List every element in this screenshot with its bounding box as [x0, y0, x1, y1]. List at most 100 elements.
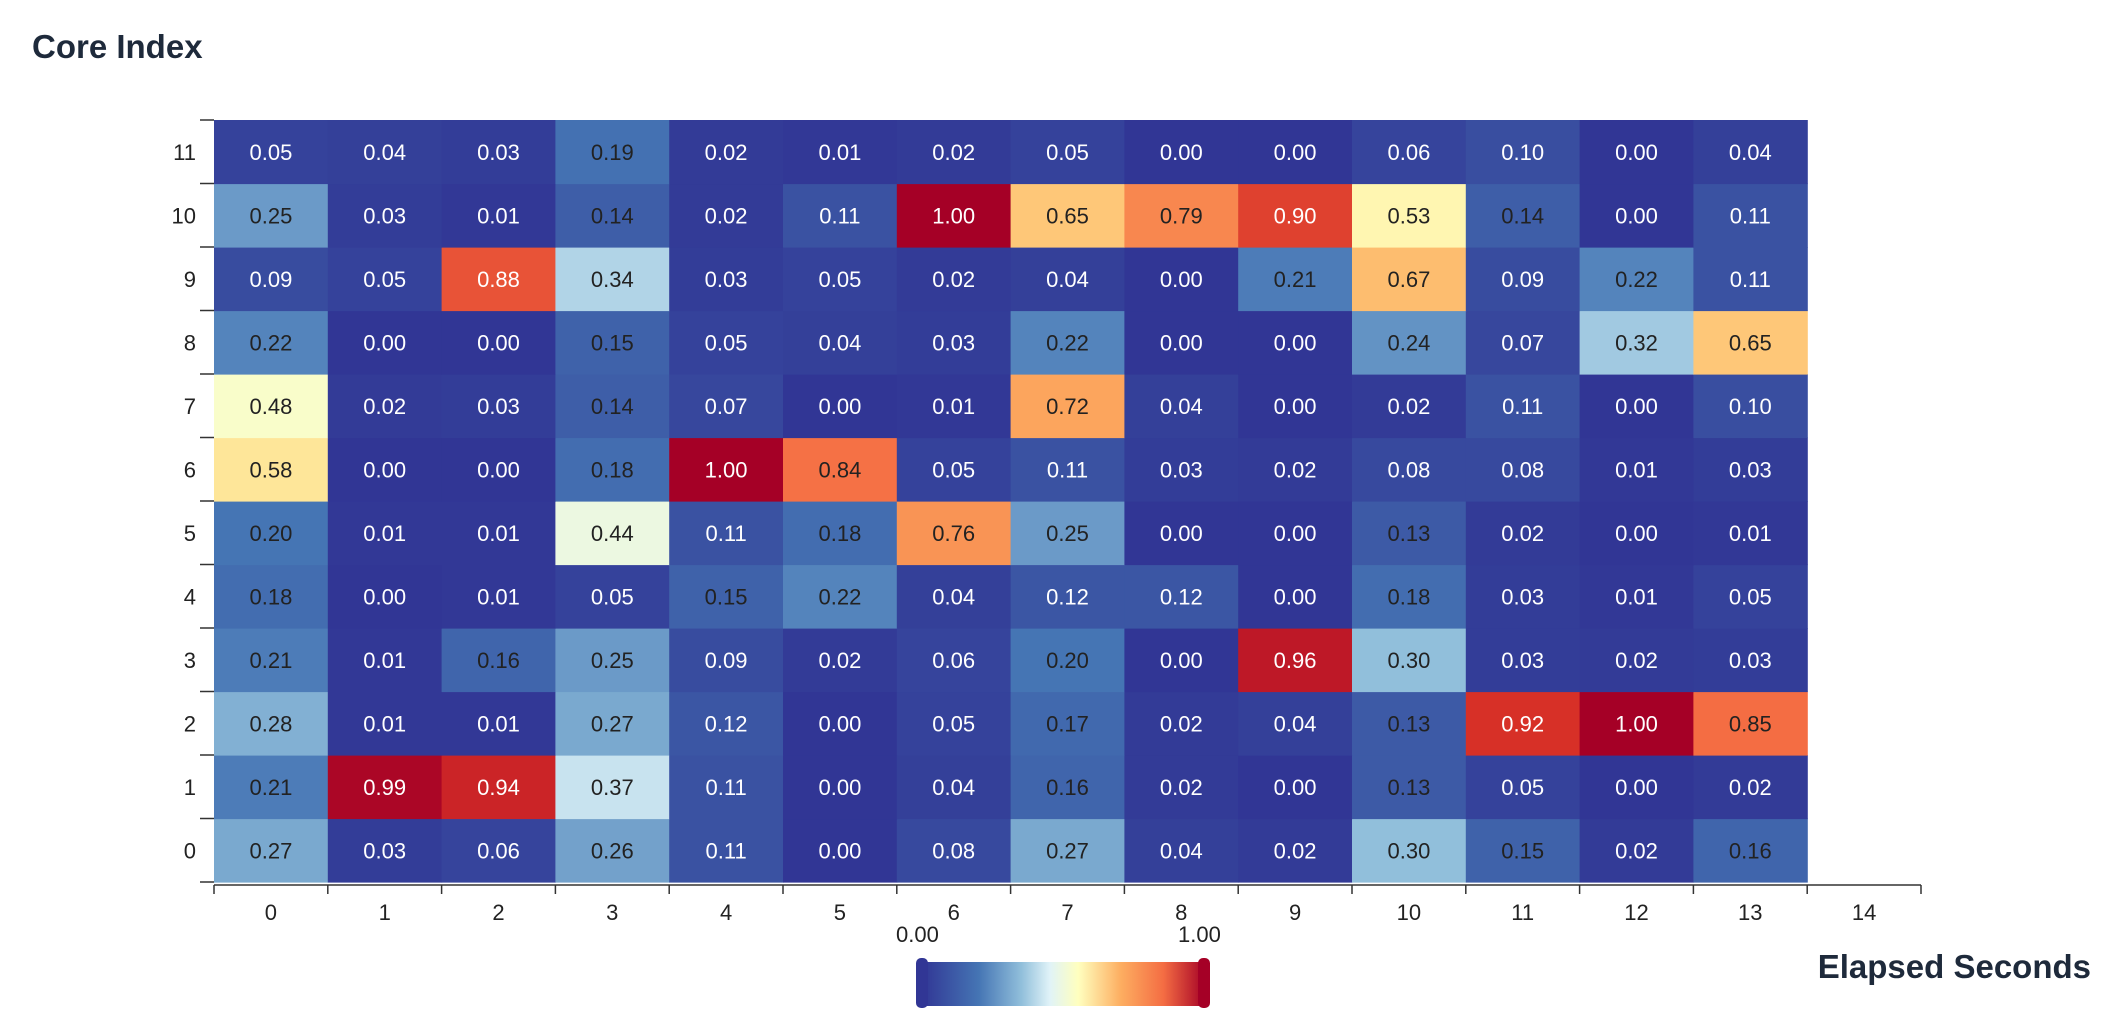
heatmap-cell: [327, 120, 443, 185]
cell-value-label: 0.20: [249, 521, 292, 546]
heatmap-cell: [441, 501, 556, 566]
heatmap-cell: [896, 755, 1012, 820]
heatmap-cell: [896, 437, 1012, 502]
cell-value-label: 0.01: [363, 711, 406, 736]
heatmap-cell: [327, 818, 443, 883]
cell-value-label: 0.07: [705, 394, 748, 419]
cell-value-label: 0.18: [249, 584, 292, 609]
cell-value-label: 0.10: [1501, 140, 1544, 165]
heatmap-cell: [214, 120, 329, 185]
heatmap-cell: [1465, 818, 1581, 883]
cell-value-label: 0.21: [1274, 267, 1317, 292]
heatmap-cell: [669, 247, 784, 312]
x-tick-label: 5: [834, 900, 846, 925]
cell-value-label: 0.16: [477, 648, 520, 673]
heatmap-cell: [1124, 310, 1239, 375]
heatmap-cell: [327, 691, 443, 756]
heatmap-cell: [441, 183, 556, 248]
heatmap-cell: [1579, 437, 1694, 502]
heatmap-cell: [327, 501, 443, 566]
heatmap-cell: [1693, 310, 1808, 375]
heatmap-cell: [555, 501, 670, 566]
legend-min-handle[interactable]: [916, 958, 928, 1008]
heatmap-cell: [896, 691, 1012, 756]
heatmap-cell: [441, 310, 556, 375]
cell-value-label: 0.01: [363, 521, 406, 546]
cell-value-label: 0.09: [1501, 267, 1544, 292]
cell-value-label: 0.14: [591, 394, 634, 419]
heatmap-cell: [1010, 755, 1125, 820]
cell-value-label: 0.00: [1160, 140, 1203, 165]
heatmap-cell: [441, 691, 556, 756]
heatmap-cell: [1238, 501, 1353, 566]
cell-value-label: 0.03: [932, 330, 975, 355]
heatmap-cell: [783, 818, 898, 883]
heatmap-cell: [1465, 628, 1581, 693]
heatmap-cell: [1579, 310, 1694, 375]
heatmap-cell: [783, 247, 898, 312]
heatmap-cell: [783, 691, 898, 756]
y-tick-label: 7: [184, 394, 196, 419]
cell-value-label: 0.17: [1046, 711, 1089, 736]
heatmap-cell: [214, 564, 329, 629]
cell-value-label: 0.96: [1274, 648, 1317, 673]
heatmap-cell: [783, 437, 898, 502]
heatmap-cell: [896, 818, 1012, 883]
x-tick-label: 12: [1624, 900, 1648, 925]
heatmap-cell: [783, 564, 898, 629]
heatmap-cell: [1124, 501, 1239, 566]
cell-value-label: 0.92: [1501, 711, 1544, 736]
x-tick-label: 10: [1397, 900, 1421, 925]
legend-max-handle[interactable]: [1198, 958, 1210, 1008]
cell-value-label: 0.04: [1160, 838, 1203, 863]
y-tick-label: 10: [172, 203, 196, 228]
heatmap-cell: [1693, 691, 1808, 756]
heatmap-cell: [555, 755, 670, 820]
heatmap-cell: [1238, 120, 1353, 185]
cell-value-label: 0.02: [1160, 775, 1203, 800]
heatmap-cell: [1238, 691, 1353, 756]
cell-value-label: 0.04: [1729, 140, 1772, 165]
heatmap-cell: [1693, 564, 1808, 629]
heatmap-cell: [669, 564, 784, 629]
x-tick-label: 14: [1852, 900, 1876, 925]
heatmap-cell: [214, 501, 329, 566]
heatmap-cell: [555, 564, 670, 629]
cell-value-label: 0.22: [1615, 267, 1658, 292]
cell-value-label: 0.58: [249, 457, 292, 482]
heatmap-cell: [441, 628, 556, 693]
y-tick-label: 11: [173, 140, 196, 165]
y-tick-label: 6: [184, 457, 196, 482]
heatmap-cell: [1124, 818, 1239, 883]
cell-value-label: 0.00: [1615, 394, 1658, 419]
cell-value-label: 0.13: [1387, 521, 1430, 546]
cell-value-label: 0.11: [1730, 267, 1771, 292]
heatmap-cell: [1124, 437, 1239, 502]
cell-value-label: 0.09: [249, 267, 292, 292]
cell-value-label: 0.00: [1274, 521, 1317, 546]
heatmap-cell: [1693, 628, 1808, 693]
cell-value-label: 0.00: [1274, 394, 1317, 419]
cell-value-label: 0.76: [932, 521, 975, 546]
heatmap-cell: [1010, 691, 1125, 756]
cell-value-label: 0.03: [1729, 648, 1772, 673]
cell-value-label: 0.01: [1729, 521, 1772, 546]
heatmap-cell: [783, 374, 898, 439]
cell-value-label: 0.03: [1501, 648, 1544, 673]
heatmap-cell: [1010, 501, 1125, 566]
cell-value-label: 0.72: [1046, 394, 1089, 419]
cell-value-label: 0.03: [477, 394, 520, 419]
cell-value-label: 0.05: [818, 267, 861, 292]
heatmap-cell: [1124, 628, 1239, 693]
cell-value-label: 0.00: [363, 330, 406, 355]
cell-value-label: 0.02: [1160, 711, 1203, 736]
heatmap-cell: [1579, 374, 1694, 439]
cell-value-label: 0.27: [249, 838, 292, 863]
cell-value-label: 0.11: [706, 521, 747, 546]
heatmap-cell: [327, 437, 443, 502]
heatmap-cell: [1693, 755, 1808, 820]
heatmap-cell: [1124, 755, 1239, 820]
cell-value-label: 0.11: [819, 203, 860, 228]
heatmap-cell: [669, 120, 784, 185]
heatmap-cell: [1124, 564, 1239, 629]
